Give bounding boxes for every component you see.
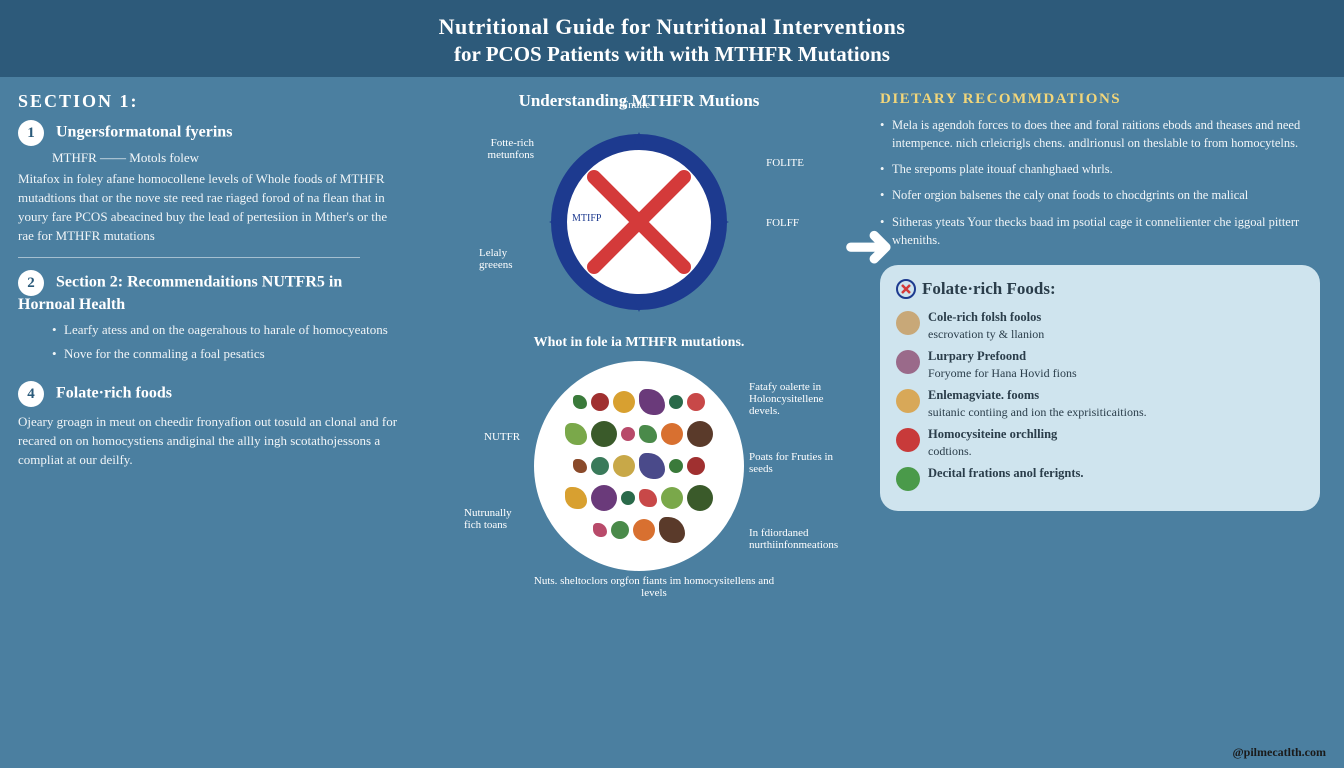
box-title: Folate·rich Foods: [896,279,1304,299]
ring-label: Fnulte [622,99,650,111]
food-icon [613,391,635,413]
middle-column: Understanding MTHFR Mutions Fnulte Fotte… [414,91,864,571]
food-icon [896,389,920,413]
section-2-title: Section 2: Recommendaitions NUTFR5 in Ho… [18,274,342,313]
food-icon [633,519,655,541]
header: Nutritional Guide for Nutritional Interv… [0,0,1344,77]
food-label: Nuts. sheltoclors orgfon fiants im homoc… [524,575,784,599]
section-2: 2 Section 2: Recommendaitions NUTFR5 in … [18,270,398,363]
ring-diagram: Fnulte Fotte-rich metunfons Lelaly greee… [534,117,744,327]
food-icon [687,393,705,411]
food-row: Cole-rich folsh foolosescrovation ty & l… [896,309,1304,342]
diagram-2-title: Whot in fole ia MTHFR mutations. [414,335,864,351]
food-icon [896,350,920,374]
section-1: 1 Ungersformatonal fyerins MTHFR —— Moto… [18,120,398,245]
ring-label: MTIFP [572,213,601,224]
content: SECTION 1: 1 Ungersformatonal fyerins MT… [0,77,1344,581]
food-icon [613,455,635,477]
food-row: Lurpary PrefoondForyome for Hana Hovid f… [896,348,1304,381]
food-text: Cole-rich folsh foolosescrovation ty & l… [928,309,1044,342]
food-label: Poats for Fruties in seeds [749,451,844,475]
section-2-list: Learfy atess and on the oagerahous to ha… [52,320,398,363]
food-icon [687,457,705,475]
food-row: Decital frations anol ferignts. [896,465,1304,491]
food-icon [659,517,685,543]
ring-svg [534,117,744,327]
food-text: Homocysiteine orchllingcodtions. [928,426,1057,459]
food-label: In fdiordaned nurthiinfonmeations [749,527,859,551]
list-item: Sitheras yteats Your thecks baad im psot… [880,213,1320,249]
list-item: Mela is agendoh forces to does thee and … [880,116,1320,152]
x-icon [896,279,916,299]
list-item: The srepoms plate itouaf chanhghaed whrl… [880,160,1320,178]
food-icon [896,311,920,335]
food-icon [591,457,609,475]
food-circle: NUTFR Nutrunally fich toans Nuts. shelto… [534,361,744,571]
food-icon [687,485,713,511]
food-icon [639,389,665,415]
ring-label: FOLFF [766,217,799,229]
food-icon [639,453,665,479]
section-4-body: Ojeary groagn in meut on cheedir fronyaf… [18,413,398,470]
food-label: Fatafy oalerte in Holoncysitellene devel… [749,381,854,417]
title-line-2: for PCOS Patients with with MTHFR Mutati… [20,42,1324,67]
section-4: 4 Folate·rich foods Ojeary groagn in meu… [18,381,398,470]
divider [18,257,360,258]
ring-label: Lelaly greeens [479,247,529,271]
section-1-subtitle: MTHFR —— Motols folew [52,150,398,166]
number-badge-4: 4 [18,381,44,407]
section-1-label: SECTION 1: [18,91,398,112]
food-icon [591,393,609,411]
left-column: SECTION 1: 1 Ungersformatonal fyerins MT… [18,91,398,571]
recommendations-title: DIETARY RECOMMDATIONS [880,91,1320,108]
food-icon [593,523,607,537]
title-line-1: Nutritional Guide for Nutritional Interv… [20,14,1324,40]
list-item: Nove for the conmaling a foal pesatics [52,344,398,364]
food-icon [565,423,587,445]
section-4-title: Folate·rich foods [56,385,172,402]
food-icon [573,459,587,473]
food-icon [621,427,635,441]
right-column: DIETARY RECOMMDATIONS Mela is agendoh fo… [880,91,1320,571]
number-badge-1: 1 [18,120,44,146]
food-icon [661,423,683,445]
food-icon [661,487,683,509]
food-icon [639,425,657,443]
recommendations-list: Mela is agendoh forces to does thee and … [880,116,1320,249]
food-icon [591,421,617,447]
food-row: Enlemagviate. foomssuitanic contiing and… [896,387,1304,420]
food-icon [621,491,635,505]
section-1-body: Mitafox in foley afane homocollene level… [18,170,398,245]
food-text: Enlemagviate. foomssuitanic contiing and… [928,387,1147,420]
food-icon [611,521,629,539]
ring-label: FOLITE [766,157,804,169]
food-icon [565,487,587,509]
list-item: Learfy atess and on the oagerahous to ha… [52,320,398,340]
food-icon [669,395,683,409]
food-icon [896,428,920,452]
number-badge-2: 2 [18,270,44,296]
food-label: NUTFR [484,431,520,443]
credit: @pilmecatlth.com [1233,745,1326,760]
food-icon [669,459,683,473]
food-icon [896,467,920,491]
section-1-title: Ungersformatonal fyerins [56,124,232,141]
folate-foods-box: Folate·rich Foods: Cole-rich folsh foolo… [880,265,1320,511]
food-text: Decital frations anol ferignts. [928,465,1084,482]
food-label: Nutrunally fich toans [464,507,529,531]
list-item: Nofer orgion balsenes the caly onat food… [880,186,1320,204]
food-icon [639,489,657,507]
food-text: Lurpary PrefoondForyome for Hana Hovid f… [928,348,1077,381]
food-icon [591,485,617,511]
ring-label: Fotte-rich metunfons [474,137,534,161]
food-row: Homocysiteine orchllingcodtions. [896,426,1304,459]
food-icon [687,421,713,447]
food-icon [573,395,587,409]
